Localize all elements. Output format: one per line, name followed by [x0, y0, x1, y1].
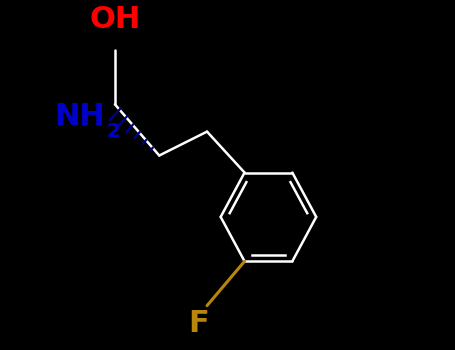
Text: F: F — [188, 309, 209, 338]
Text: NH: NH — [54, 102, 105, 131]
Text: OH: OH — [89, 5, 141, 34]
Text: 2: 2 — [106, 122, 120, 141]
